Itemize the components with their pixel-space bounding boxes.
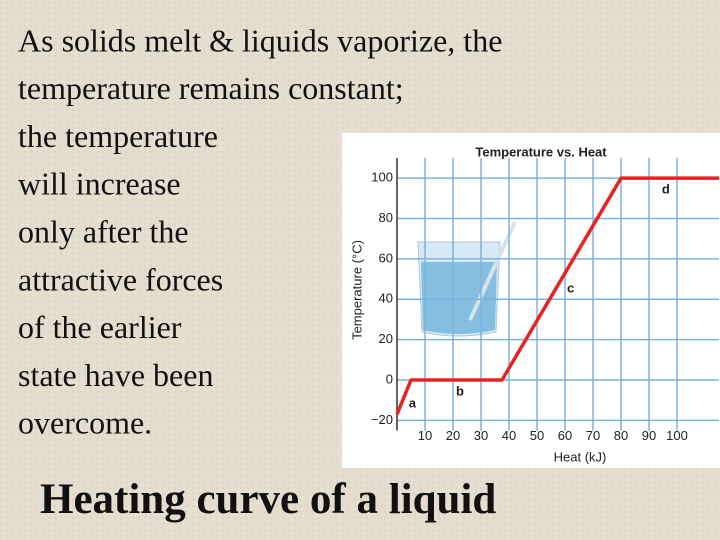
- y-tick-label: 100: [371, 170, 393, 185]
- chart: Temperature vs. Heat Temperature (°C) He…: [349, 144, 719, 464]
- body-line: of the earlier: [18, 309, 182, 345]
- annotation: d: [662, 182, 670, 197]
- body-line: overcome.: [18, 405, 152, 441]
- y-tick-label: 80: [379, 210, 393, 225]
- body-line: attractive forces: [18, 261, 223, 297]
- x-axis-label: Heat (kJ): [554, 449, 607, 464]
- y-tick-label: 20: [379, 331, 393, 346]
- body-text: As solids melt & liquids vaporize, the te…: [18, 22, 502, 440]
- body-line: state have been: [18, 357, 213, 393]
- annotation: a: [409, 396, 417, 411]
- x-tick-label: 30: [474, 428, 488, 443]
- caption: Heating curve of a liquid: [40, 476, 496, 523]
- y-tick-label: 40: [379, 291, 393, 306]
- body-line: the temperature: [18, 118, 218, 154]
- y-tick-label: 0: [386, 371, 393, 386]
- chart-panel: [342, 133, 720, 468]
- data-line: [395, 176, 719, 416]
- x-tick-label: 80: [614, 428, 628, 443]
- body-line: will increase: [18, 166, 181, 202]
- x-tick-label: 40: [502, 428, 516, 443]
- x-tick-label: 70: [586, 428, 600, 443]
- body-line: As solids melt & liquids vaporize, the: [18, 22, 502, 58]
- x-tick-label: 90: [642, 428, 656, 443]
- body-line: only after the: [18, 214, 189, 250]
- x-tick-label: 60: [558, 428, 572, 443]
- body-line: temperature remains constant;: [18, 70, 404, 106]
- annotation: b: [456, 384, 464, 399]
- y-axis-label: Temperature (°C): [349, 240, 364, 340]
- x-tick-label: 10: [418, 428, 432, 443]
- y-tick-label: −20: [371, 412, 393, 427]
- x-tick-label: 50: [530, 428, 544, 443]
- annotation: c: [567, 281, 574, 296]
- beaker: [417, 221, 517, 337]
- x-tick-label: 20: [446, 428, 460, 443]
- y-tick-label: 60: [379, 250, 393, 265]
- chart-title: Temperature vs. Heat: [475, 144, 607, 159]
- x-tick-label: 100: [666, 428, 688, 443]
